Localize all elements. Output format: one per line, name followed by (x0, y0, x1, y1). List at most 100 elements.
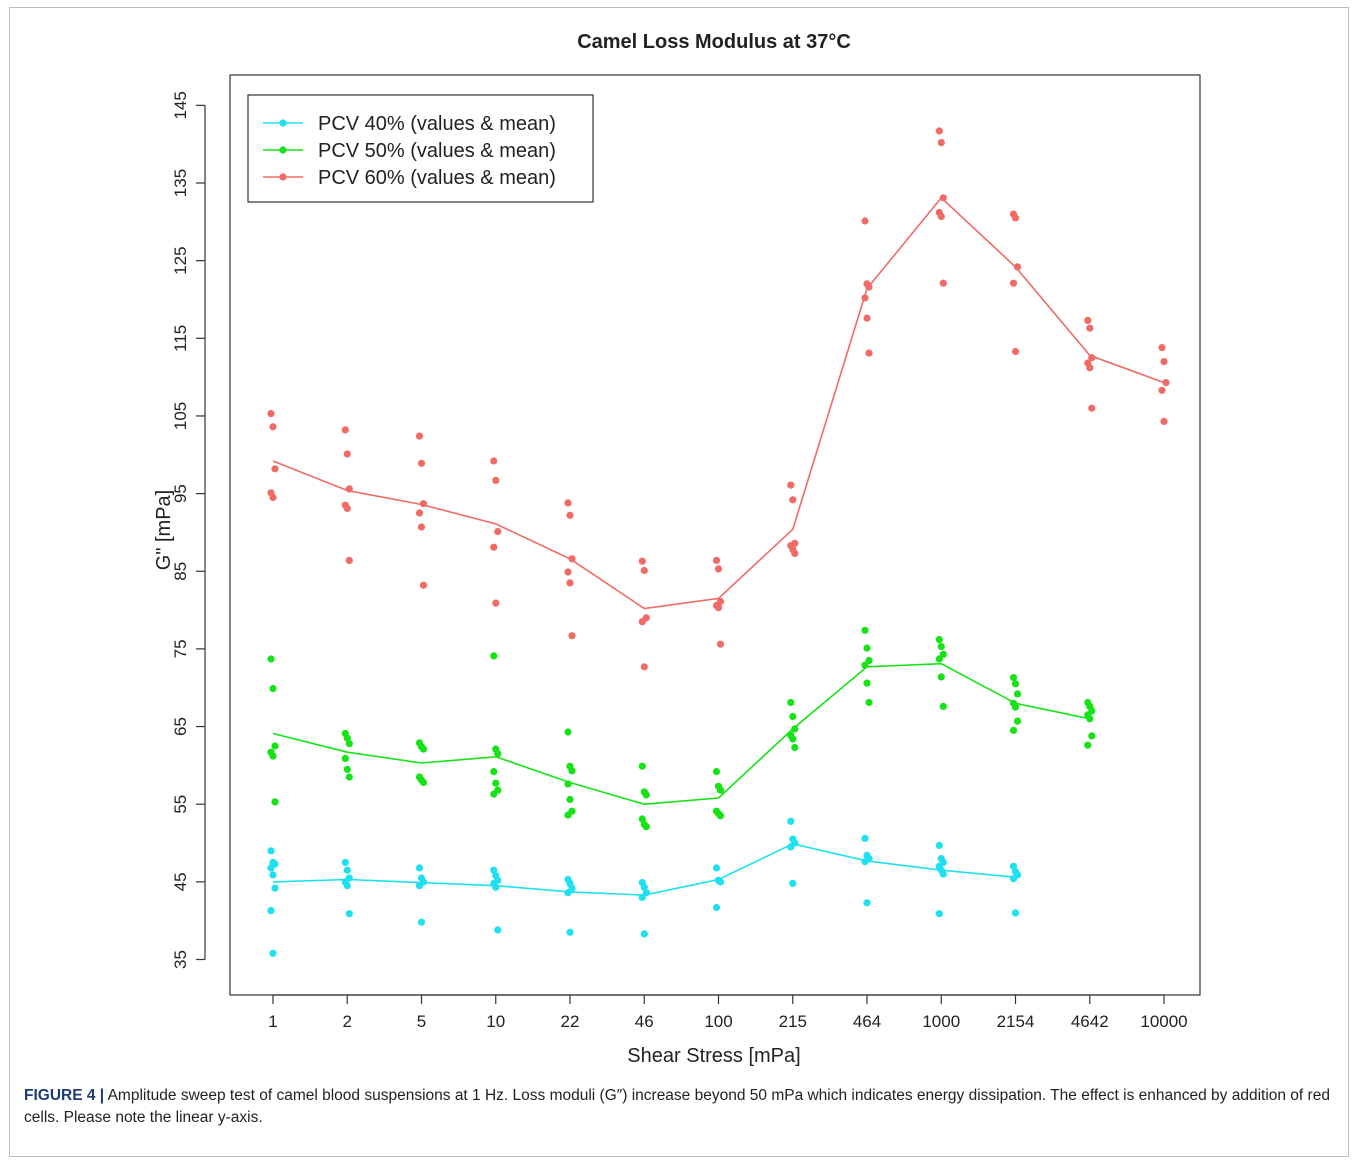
data-point (712, 903, 721, 912)
mean-line (272, 196, 1165, 610)
y-axis: 35 45 55 65 75 85 95 105 115 125 135 145 (171, 91, 206, 969)
data-point (861, 294, 869, 302)
data-point (714, 604, 723, 612)
data-point (267, 907, 275, 915)
data-point (865, 283, 873, 291)
data-point (269, 871, 277, 879)
data-point (1158, 344, 1166, 352)
data-point (789, 712, 797, 721)
data-point (861, 661, 869, 669)
x-tick-label: 215 (779, 1012, 807, 1031)
data-point (490, 543, 498, 551)
x-tick-label: 1 (268, 1012, 277, 1031)
data-point (638, 893, 646, 902)
data-point (271, 884, 279, 892)
data-point (345, 485, 353, 493)
data-point (935, 636, 943, 644)
x-tick-label: 10 (486, 1012, 505, 1031)
data-point (490, 768, 498, 776)
data-point (564, 780, 572, 788)
data-point (640, 566, 648, 575)
data-point (716, 640, 725, 648)
data-point (1086, 364, 1094, 372)
y-tick-label: 65 (171, 717, 190, 736)
data-point (640, 663, 648, 671)
data-point (490, 652, 498, 660)
data-point (861, 626, 869, 634)
data-point (939, 650, 947, 658)
data-point (1088, 732, 1096, 740)
series-layer (267, 127, 1170, 957)
data-point (712, 768, 721, 776)
y-tick-label: 55 (171, 795, 190, 814)
data-point (791, 725, 799, 733)
data-point (1011, 347, 1020, 356)
data-point (714, 565, 723, 573)
data-point (490, 457, 498, 465)
data-point (419, 745, 428, 753)
data-point (345, 910, 353, 918)
data-point (789, 735, 797, 743)
data-point (269, 949, 277, 957)
data-point (415, 509, 424, 517)
data-point (861, 858, 869, 866)
data-point (789, 879, 797, 888)
x-tick-label: 22 (561, 1012, 580, 1031)
data-point (716, 786, 725, 794)
data-point (937, 673, 945, 681)
data-point (267, 847, 275, 855)
y-tick-label: 115 (171, 325, 190, 352)
data-point (267, 410, 275, 418)
data-point (939, 194, 947, 202)
data-point (564, 889, 572, 897)
data-point (490, 790, 498, 798)
data-point (566, 511, 574, 519)
mean-line (272, 662, 1090, 806)
legend-label: PCV 50% (values & mean) (318, 140, 556, 162)
data-point (1160, 417, 1168, 425)
data-point (568, 767, 576, 775)
y-tick-label: 125 (171, 246, 190, 274)
data-point (269, 493, 277, 502)
data-point (640, 883, 648, 891)
data-point (345, 773, 353, 781)
data-point (566, 579, 574, 587)
data-point (712, 556, 721, 565)
data-point (791, 743, 799, 752)
data-point (638, 815, 646, 823)
data-point (341, 858, 349, 867)
data-point (490, 866, 498, 874)
data-point (1086, 324, 1094, 332)
data-point (861, 217, 869, 225)
data-point (1086, 715, 1094, 723)
data-point (343, 765, 351, 773)
data-point (419, 778, 428, 787)
data-point (343, 504, 351, 512)
data-point (564, 499, 572, 507)
series-2 (267, 626, 1096, 831)
data-point (865, 698, 873, 707)
data-point (419, 581, 428, 589)
legend-box (247, 94, 594, 203)
y-tick-label: 85 (171, 562, 190, 581)
data-point (494, 926, 502, 934)
x-tick-label: 5 (417, 1012, 426, 1031)
data-point (566, 928, 574, 936)
data-point (417, 918, 426, 926)
data-point (1009, 862, 1018, 870)
data-point (269, 423, 277, 431)
data-point (271, 465, 279, 473)
data-point (415, 882, 424, 890)
data-point (937, 212, 945, 220)
data-point (269, 684, 277, 693)
data-point (716, 812, 725, 820)
data-point (1084, 316, 1092, 324)
x-axis-label: Shear Stress [mPa] (627, 1045, 800, 1067)
data-point (863, 899, 871, 907)
series-1 (267, 817, 1022, 957)
legend-swatch-dot (279, 146, 287, 154)
x-tick-label: 46 (635, 1012, 654, 1031)
data-point (343, 450, 351, 458)
data-point (1011, 909, 1020, 917)
data-point (419, 500, 428, 508)
